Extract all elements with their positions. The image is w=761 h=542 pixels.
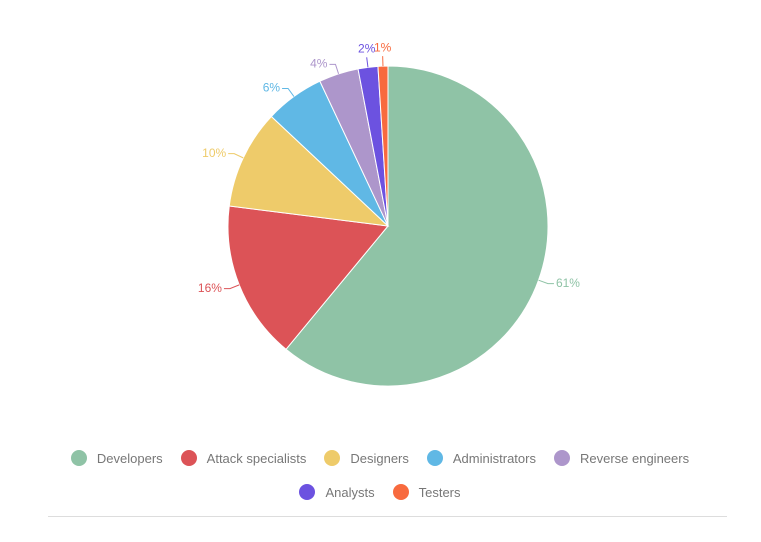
pie-slice [228,115,390,227]
legend-item: Analysts [299,482,375,502]
legend-marker [324,450,341,466]
legend-item: Administrators [426,448,536,468]
legend-marker [70,450,87,466]
legend-label: Attack specialists [206,450,307,466]
leader-line [223,284,240,290]
data-label: 1% [374,40,392,54]
legend-item: Testers [392,482,461,502]
legend: Developers Attack specialists Designers Adm… [60,448,700,502]
legend-item: Developers [70,448,163,468]
legend-item: Reverse engineers [553,448,690,468]
legend-marker [426,450,443,466]
legend-label: Testers [418,484,461,500]
legend-marker [392,484,409,500]
leader-line [282,87,295,97]
legend-label: Analysts [325,484,375,500]
legend-label: Administrators [452,450,536,466]
pie-slice [285,65,549,387]
legend-item: Designers [324,448,409,468]
pie-slice [377,65,389,227]
leader-line [329,63,340,74]
data-label: 10% [202,146,226,160]
data-label: 2% [358,42,376,56]
data-label: 4% [310,56,328,70]
legend-label: Designers [350,450,409,466]
divider [48,516,727,517]
chart: 61% 16% 10% 6% 4% 2%1% [198,40,580,387]
legend-marker [180,450,197,466]
leader-line [366,57,369,68]
legend-label: Developers [96,450,163,466]
leader-line [538,279,554,285]
legend-label: Reverse engineers [579,450,690,466]
leader-line [228,153,244,159]
data-label: 6% [263,81,281,95]
pie-slice [227,205,389,350]
legend-item: Attack specialists [180,448,307,468]
legend-marker [553,450,570,466]
data-label: 61% [556,276,580,290]
data-label: 16% [198,281,222,295]
legend-marker [299,484,316,500]
